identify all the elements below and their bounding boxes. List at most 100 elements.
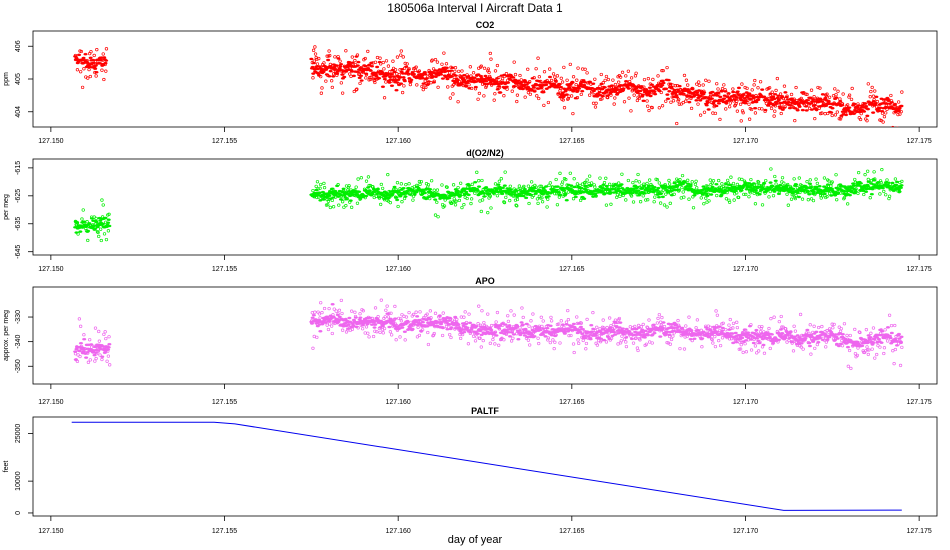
co2-point — [600, 94, 605, 98]
o2n2-point — [93, 227, 98, 230]
co2-point — [818, 86, 822, 90]
co2-point — [773, 92, 778, 96]
apo-point — [734, 340, 739, 344]
apo-point — [695, 318, 700, 322]
co2-point — [561, 98, 565, 102]
co2-point — [873, 89, 877, 93]
apo-point — [509, 309, 513, 313]
co2-point — [505, 87, 509, 91]
o2n2-point — [495, 194, 500, 198]
co2-point — [687, 100, 692, 104]
co2-point — [694, 99, 699, 102]
o2n2-point — [704, 196, 708, 200]
apo-point — [478, 329, 483, 333]
o2n2-point — [598, 176, 602, 180]
apo-point — [471, 334, 476, 338]
apo-point — [543, 335, 548, 338]
apo-point — [339, 298, 343, 302]
apo-point — [386, 315, 391, 319]
co2-point — [101, 52, 105, 56]
apo-point — [715, 313, 720, 317]
apo-point — [524, 328, 528, 332]
co2-point — [642, 85, 646, 89]
co2-point — [330, 79, 334, 83]
co2-point — [753, 111, 758, 115]
apo-point — [473, 339, 478, 343]
o2n2-point — [710, 181, 714, 185]
co2-point — [871, 111, 876, 114]
co2-x-tick-label: 127.175 — [906, 138, 931, 145]
apo-point — [689, 329, 694, 333]
co2-point — [783, 105, 787, 109]
apo-point — [733, 331, 738, 335]
co2-point — [382, 67, 386, 71]
apo-point — [560, 323, 565, 326]
co2-point — [560, 80, 565, 84]
apo-point — [107, 342, 112, 346]
apo-plot-frame — [32, 286, 938, 385]
apo-point — [576, 338, 580, 342]
o2n2-point — [668, 201, 672, 205]
co2-point — [482, 94, 486, 98]
apo-point — [449, 335, 453, 340]
co2-point — [695, 82, 699, 86]
co2-point — [397, 72, 402, 77]
co2-point — [833, 87, 837, 91]
o2n2-point — [634, 179, 638, 183]
co2-point — [809, 88, 814, 92]
co2-point — [811, 98, 816, 101]
o2n2-point — [395, 198, 400, 202]
o2n2-point — [680, 173, 685, 178]
co2-point — [718, 95, 723, 99]
apo-point — [628, 325, 632, 329]
o2n2-point — [547, 183, 551, 187]
o2n2-point — [608, 182, 612, 186]
o2n2-point — [690, 180, 694, 184]
co2-point — [677, 102, 681, 106]
co2-point — [460, 69, 464, 73]
o2n2-point — [749, 177, 753, 182]
apo-point — [481, 338, 485, 343]
co2-point — [375, 65, 380, 69]
co2-point — [364, 72, 369, 77]
apo-point — [672, 331, 676, 335]
o2n2-point — [728, 183, 733, 187]
o2n2-point — [582, 197, 587, 200]
o2n2-x-tick-label: 127.155 — [212, 266, 237, 273]
apo-point — [713, 335, 717, 339]
co2-point — [825, 92, 829, 96]
apo-point — [488, 341, 492, 345]
o2n2-point — [499, 177, 503, 181]
co2-point — [404, 65, 409, 68]
o2n2-point — [347, 184, 351, 188]
o2n2-point — [789, 197, 794, 201]
apo-point — [793, 329, 798, 333]
apo-point — [425, 312, 429, 316]
co2-point — [649, 92, 653, 96]
o2n2-point — [564, 198, 569, 202]
apo-point — [682, 347, 687, 351]
apo-point — [820, 324, 824, 329]
co2-point — [423, 73, 428, 76]
o2n2-point — [456, 185, 460, 190]
co2-point — [618, 75, 623, 79]
co2-point — [417, 69, 422, 73]
apo-point — [577, 341, 581, 345]
apo-y-tick-label: -340 — [15, 335, 22, 349]
apo-x-tick-label: 127.170 — [733, 399, 758, 406]
co2-point — [704, 131, 707, 134]
co2-point — [637, 96, 641, 101]
o2n2-point — [331, 205, 336, 209]
co2-point — [487, 70, 491, 75]
co2-point — [369, 64, 375, 68]
co2-point — [869, 89, 873, 94]
apo-point — [433, 311, 438, 315]
co2-point — [373, 60, 378, 64]
o2n2-point — [380, 186, 385, 190]
co2-point — [862, 110, 867, 113]
apo-point — [578, 325, 584, 329]
o2n2-point — [453, 199, 457, 203]
apo-point — [710, 337, 714, 342]
co2-point — [457, 69, 461, 74]
apo-point — [743, 342, 747, 346]
